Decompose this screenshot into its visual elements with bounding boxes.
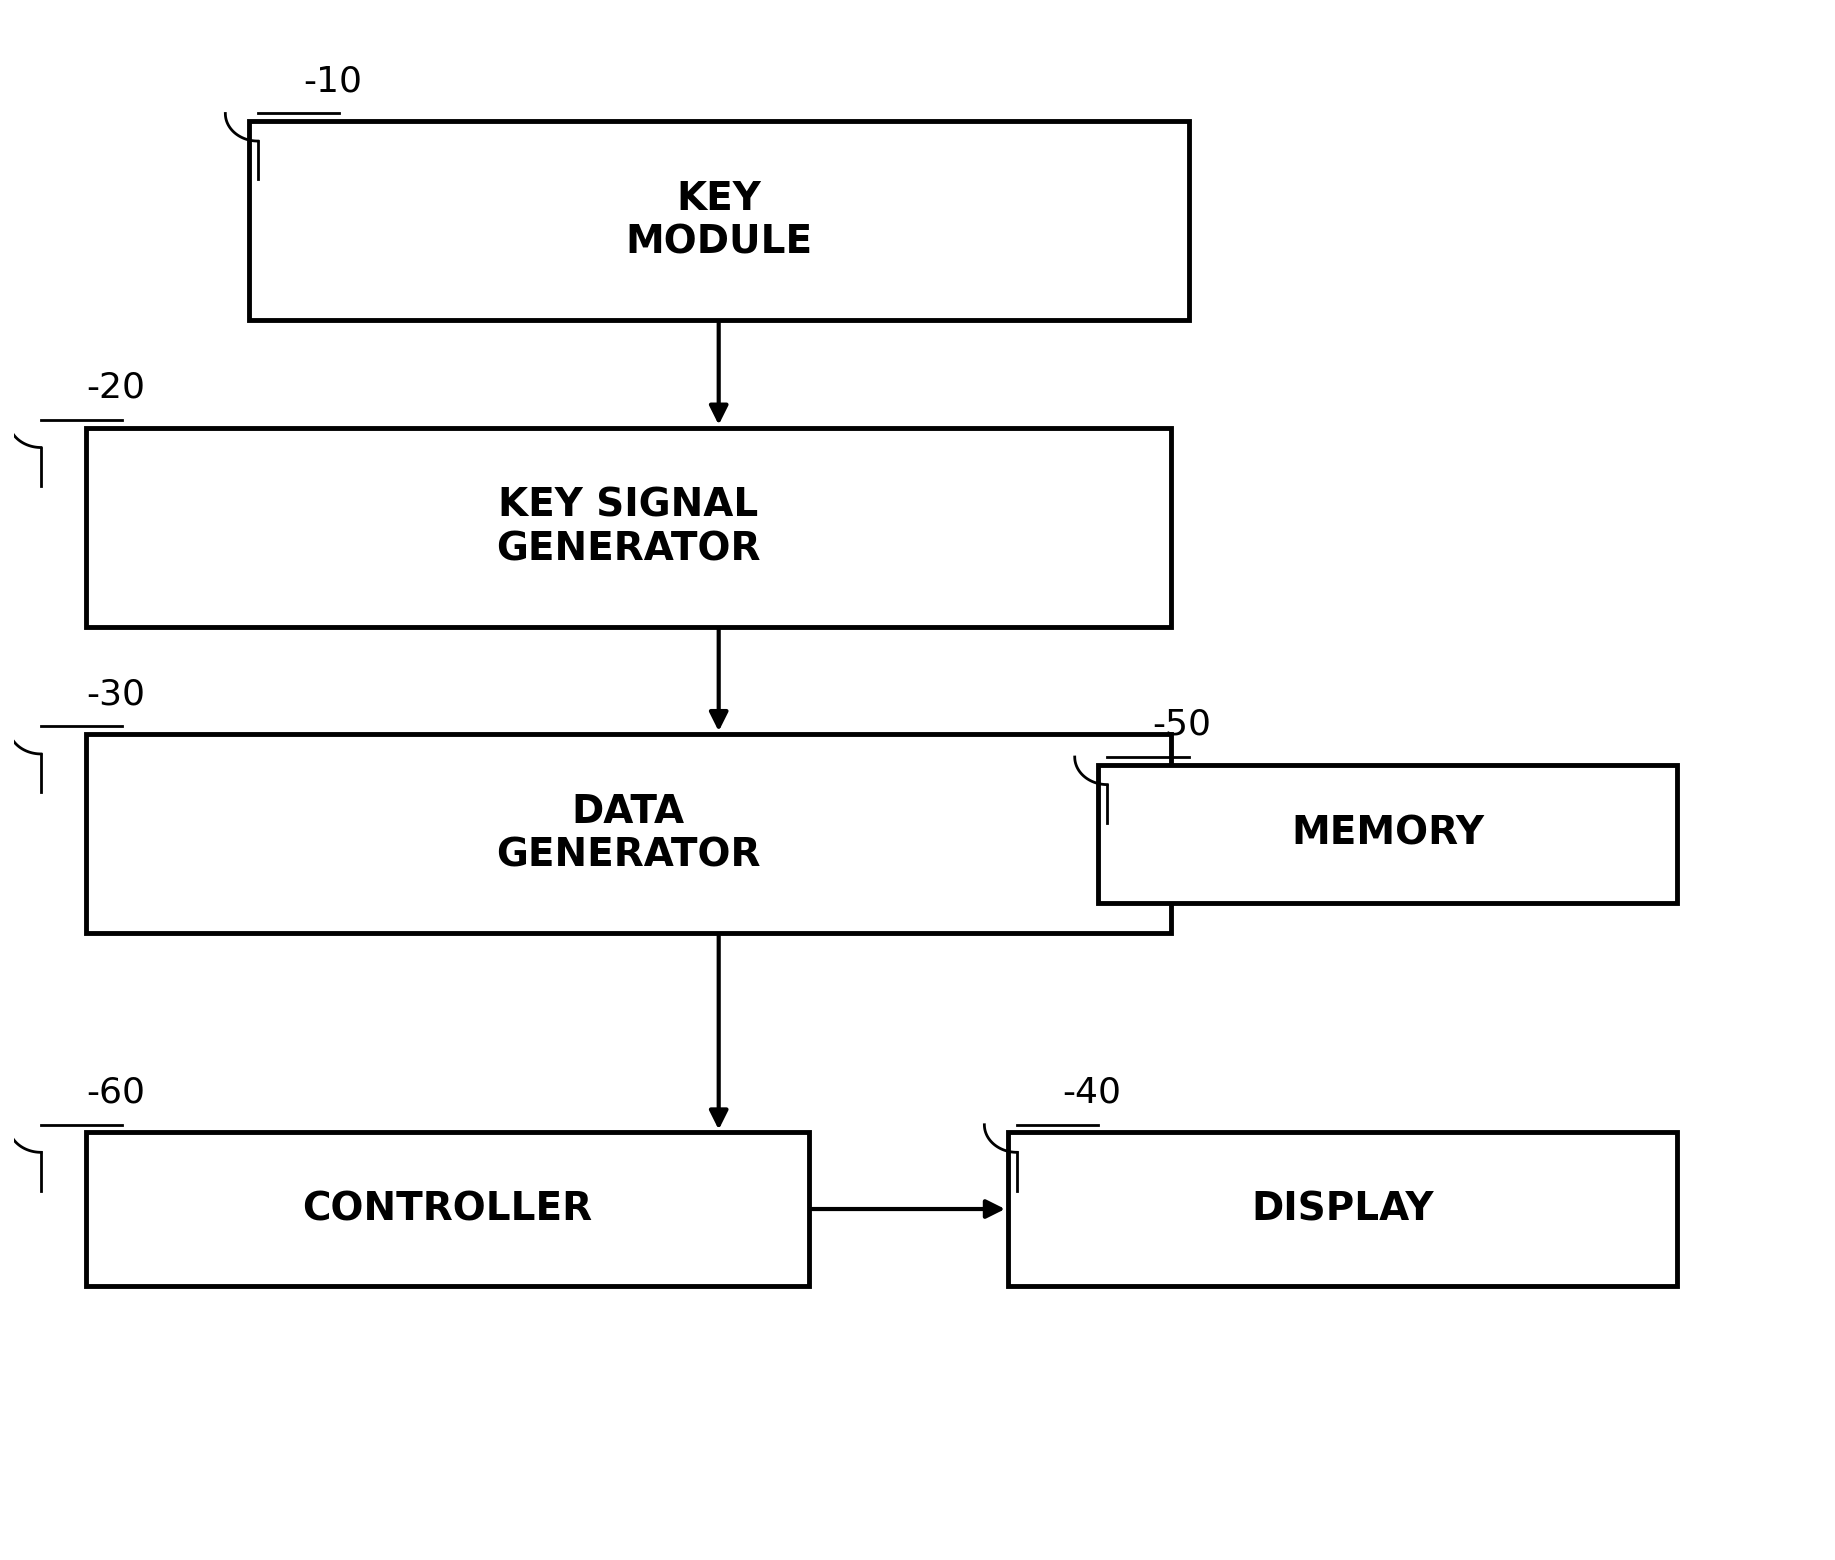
- Text: -20: -20: [86, 371, 145, 404]
- Bar: [86, 735, 1171, 933]
- Bar: [1007, 1133, 1677, 1285]
- Text: -50: -50: [1152, 708, 1211, 741]
- Text: KEY
MODULE: KEY MODULE: [626, 179, 813, 262]
- Bar: [86, 1133, 809, 1285]
- Bar: [86, 427, 1171, 627]
- Text: CONTROLLER: CONTROLLER: [303, 1190, 593, 1228]
- Text: -60: -60: [86, 1075, 145, 1109]
- Text: -10: -10: [303, 64, 361, 98]
- Text: KEY SIGNAL
GENERATOR: KEY SIGNAL GENERATOR: [495, 487, 760, 568]
- Text: -40: -40: [1062, 1075, 1121, 1109]
- Text: DATA
GENERATOR: DATA GENERATOR: [495, 792, 760, 875]
- Bar: [250, 122, 1189, 320]
- Text: -30: -30: [86, 677, 145, 711]
- Text: DISPLAY: DISPLAY: [1251, 1190, 1433, 1228]
- Text: MEMORY: MEMORY: [1290, 814, 1485, 853]
- Bar: [1097, 764, 1677, 903]
